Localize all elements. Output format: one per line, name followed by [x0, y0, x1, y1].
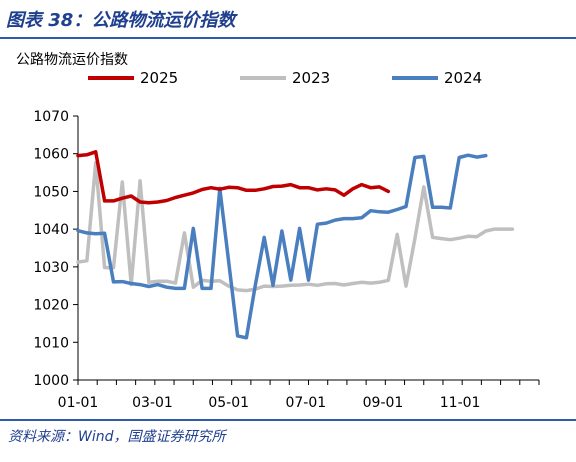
x-tick-label: 07-01	[285, 395, 326, 411]
bottom-rule	[0, 419, 576, 421]
y-tick-label: 1050	[33, 184, 69, 200]
y-tick-label: 1030	[33, 260, 69, 276]
line-chart: 1000 1010 1020 1030 1040 1050 1060 1070 01-01 03-…	[33, 109, 540, 411]
y-tick-label: 1040	[33, 222, 69, 238]
y-tick-label: 1060	[33, 147, 69, 163]
series-lines	[76, 150, 515, 340]
x-tick-label: 03-01	[132, 395, 173, 411]
x-tick-label: 11-01	[440, 395, 481, 411]
source-note: 资料来源：Wind，国盛证券研究所	[8, 429, 226, 445]
legend-label-2023: 2023	[292, 69, 331, 87]
y-tick-label: 1000	[33, 373, 69, 389]
chart-title: 公路物流运价指数	[16, 52, 128, 68]
legend-swatch-2025	[88, 76, 134, 80]
legend-item-2024: 2024	[392, 66, 482, 90]
x-tick-label: 09-01	[363, 395, 404, 411]
legend-item-2023: 2023	[240, 66, 330, 90]
x-tick-label: 05-01	[208, 395, 249, 411]
series-line-2023	[76, 161, 515, 293]
y-tick-label: 1070	[33, 109, 69, 125]
legend-swatch-2023	[240, 76, 286, 80]
legend-item-2025: 2025	[88, 66, 178, 90]
title-rule	[0, 37, 576, 39]
y-tick-label: 1020	[33, 298, 69, 314]
axes: 1000 1010 1020 1030 1040 1050 1060 1070 01-01 03-…	[33, 109, 540, 411]
legend: 2025 2023 2024	[0, 66, 576, 90]
series-line-2025	[76, 150, 391, 205]
figure-title: 图表 38：公路物流运价指数	[6, 10, 236, 31]
y-tick-label: 1010	[33, 335, 69, 351]
legend-swatch-2024	[392, 76, 438, 80]
series-line-2024	[76, 153, 488, 340]
x-tick-label: 01-01	[58, 395, 99, 411]
legend-label-2024: 2024	[444, 69, 483, 87]
legend-label-2025: 2025	[140, 69, 179, 87]
